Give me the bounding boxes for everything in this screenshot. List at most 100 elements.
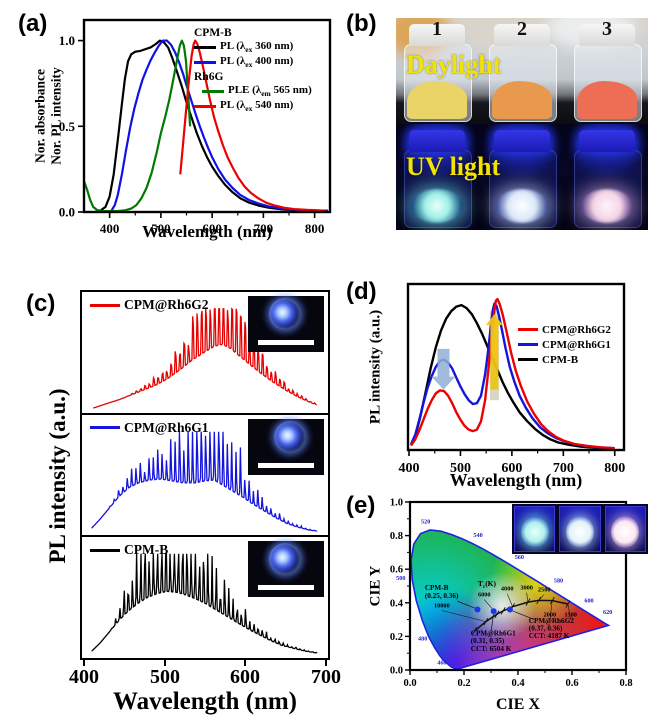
- svg-text:480: 480: [418, 636, 427, 643]
- svg-text:800: 800: [604, 461, 625, 476]
- series-Rh6G PLE (λem 565 nm): [84, 39, 192, 212]
- svg-text:(0.37, 0.36): (0.37, 0.36): [529, 625, 563, 633]
- microsphere-photo-inset: [248, 296, 324, 352]
- panel-b: (b) 1 2 3: [338, 4, 666, 254]
- panel-e-label: (e): [346, 492, 376, 519]
- series-CPM@Rh6G2: [93, 307, 317, 409]
- svg-text:600: 600: [584, 597, 593, 604]
- series-CPM-B PL (λex 400 nm): [110, 39, 329, 212]
- cpm-rh6g2-spectrum: [93, 307, 317, 409]
- x-tick: [244, 660, 246, 666]
- series-CPM-B: [91, 553, 318, 654]
- svg-text:0.6: 0.6: [565, 678, 578, 689]
- svg-text:0.8: 0.8: [619, 678, 632, 689]
- svg-text:580: 580: [554, 577, 563, 584]
- panel-d-y-axis-label: PL intensity (a.u.): [367, 309, 384, 425]
- svg-text:400: 400: [399, 461, 420, 476]
- svg-text:700: 700: [553, 461, 574, 476]
- line-swatch: [518, 328, 538, 331]
- series-CPM-B PL (λex 360 nm): [100, 39, 329, 212]
- microsphere-photo-inset: [248, 418, 324, 475]
- microsphere-image: [269, 298, 301, 330]
- vial-3-daylight: [574, 24, 642, 122]
- svg-text:500: 500: [396, 575, 405, 582]
- svg-text:0.0: 0.0: [403, 678, 416, 689]
- subplot-cpm-rh6g1: CPM@Rh6G1: [80, 412, 330, 538]
- scale-bar: [258, 340, 314, 345]
- cie-point-CPM-B: [474, 606, 481, 613]
- svg-text:520: 520: [421, 518, 430, 525]
- line-swatch: [90, 426, 120, 429]
- svg-text:4000: 4000: [501, 586, 514, 593]
- cie-point-CPM@Rh6G2: [506, 606, 513, 613]
- subplot-cpm-b: CPM-B: [80, 535, 330, 660]
- vial-cap: [579, 24, 635, 46]
- panel-e-x-axis-label: CIE X: [495, 696, 540, 713]
- powder-yellow: [407, 81, 467, 119]
- glow-pink: [581, 189, 633, 223]
- microsphere-photo-inset: [248, 541, 324, 597]
- vial-cap: [409, 130, 465, 152]
- panel-c-y-axis-label: PL intensity (a.u.): [45, 388, 70, 564]
- chart-d-plot: 400 500 600 700 800: [399, 282, 625, 476]
- svg-text:1500: 1500: [564, 612, 577, 619]
- svg-text:560: 560: [515, 554, 524, 561]
- svg-text:6000: 6000: [478, 592, 491, 599]
- legend-item: CPM@Rh6G2: [518, 322, 611, 337]
- scale-bar: [258, 585, 314, 590]
- svg-text:CPM@Rh6G1: CPM@Rh6G1: [471, 630, 516, 638]
- panel-c-label: (c): [26, 290, 56, 317]
- panel-c-plots: CPM@Rh6G2 CPM@Rh6G1 CPM-B: [80, 290, 330, 660]
- svg-text:500: 500: [450, 461, 471, 476]
- line-swatch: [194, 61, 216, 64]
- svg-text:600: 600: [202, 221, 222, 236]
- plot-area: [84, 39, 329, 212]
- svg-text:620: 620: [603, 609, 612, 616]
- svg-text:0.2: 0.2: [390, 632, 403, 643]
- svg-text:540: 540: [473, 532, 482, 539]
- svg-text:500: 500: [151, 221, 171, 236]
- powder-red: [577, 81, 637, 119]
- x-tick-label: 500: [150, 666, 180, 688]
- svg-text:(0.31, 0.35): (0.31, 0.35): [471, 637, 505, 645]
- vial-cap: [494, 24, 550, 46]
- series-CPM@Rh6G1: [91, 431, 318, 532]
- panel-e: 10000 6000 4000 3000 2500 2000 1500 Tc(K) 520 540…: [346, 488, 669, 720]
- svg-text:400: 400: [100, 221, 120, 236]
- line-swatch: [194, 46, 216, 49]
- x-tick-label: 400: [69, 666, 99, 688]
- legend-item: PL (λex 360 nm): [194, 40, 312, 55]
- microsphere-image: [269, 543, 301, 575]
- x-tick: [83, 660, 85, 666]
- microsphere-image: [274, 420, 306, 453]
- svg-text:0.8: 0.8: [390, 531, 403, 542]
- line-swatch: [518, 358, 538, 361]
- vial-1-uv: [404, 130, 472, 228]
- vial-number-3: 3: [602, 18, 612, 40]
- series-CPM@Rh6G2: [410, 297, 615, 450]
- powder-orange: [492, 81, 552, 119]
- panel-a-label: (a): [18, 10, 48, 37]
- series-Rh6G PL (λex 540 nm): [179, 39, 325, 212]
- panel-a-y-axis-label: Nor. absorbance Nor. PL intensity: [32, 67, 63, 165]
- chart-a-plot: 400 500 600 700 800 0.0 0.5 1.0: [59, 18, 332, 236]
- vial-cap: [579, 130, 635, 152]
- panel-c: (c) PL intensity (a.u.) CPM@Rh6G2 CPM@Rh…: [14, 280, 350, 718]
- legend-item: PLE (λem 565 nm): [202, 84, 312, 99]
- panel-c-x-axis-label: Wavelength (nm): [112, 688, 298, 715]
- panel-d-label: (d): [346, 278, 377, 305]
- svg-text:700: 700: [254, 221, 274, 236]
- vial-3-uv: [574, 130, 642, 228]
- svg-text:2500: 2500: [538, 586, 551, 593]
- cie-point-CPM@Rh6G1: [490, 608, 497, 615]
- svg-text:Tc(K): Tc(K): [478, 579, 497, 590]
- up-arrow: [485, 314, 503, 390]
- svg-text:0.2: 0.2: [457, 678, 470, 689]
- vial-1-daylight: [404, 24, 472, 122]
- vial-2-uv: [489, 130, 557, 228]
- svg-text:3000: 3000: [520, 585, 533, 592]
- panel-e-y-axis-label: CIE Y: [367, 565, 384, 607]
- glow-cyan: [520, 515, 549, 548]
- panel-a-x-axis-label: Wavelemgth (nm): [142, 222, 272, 241]
